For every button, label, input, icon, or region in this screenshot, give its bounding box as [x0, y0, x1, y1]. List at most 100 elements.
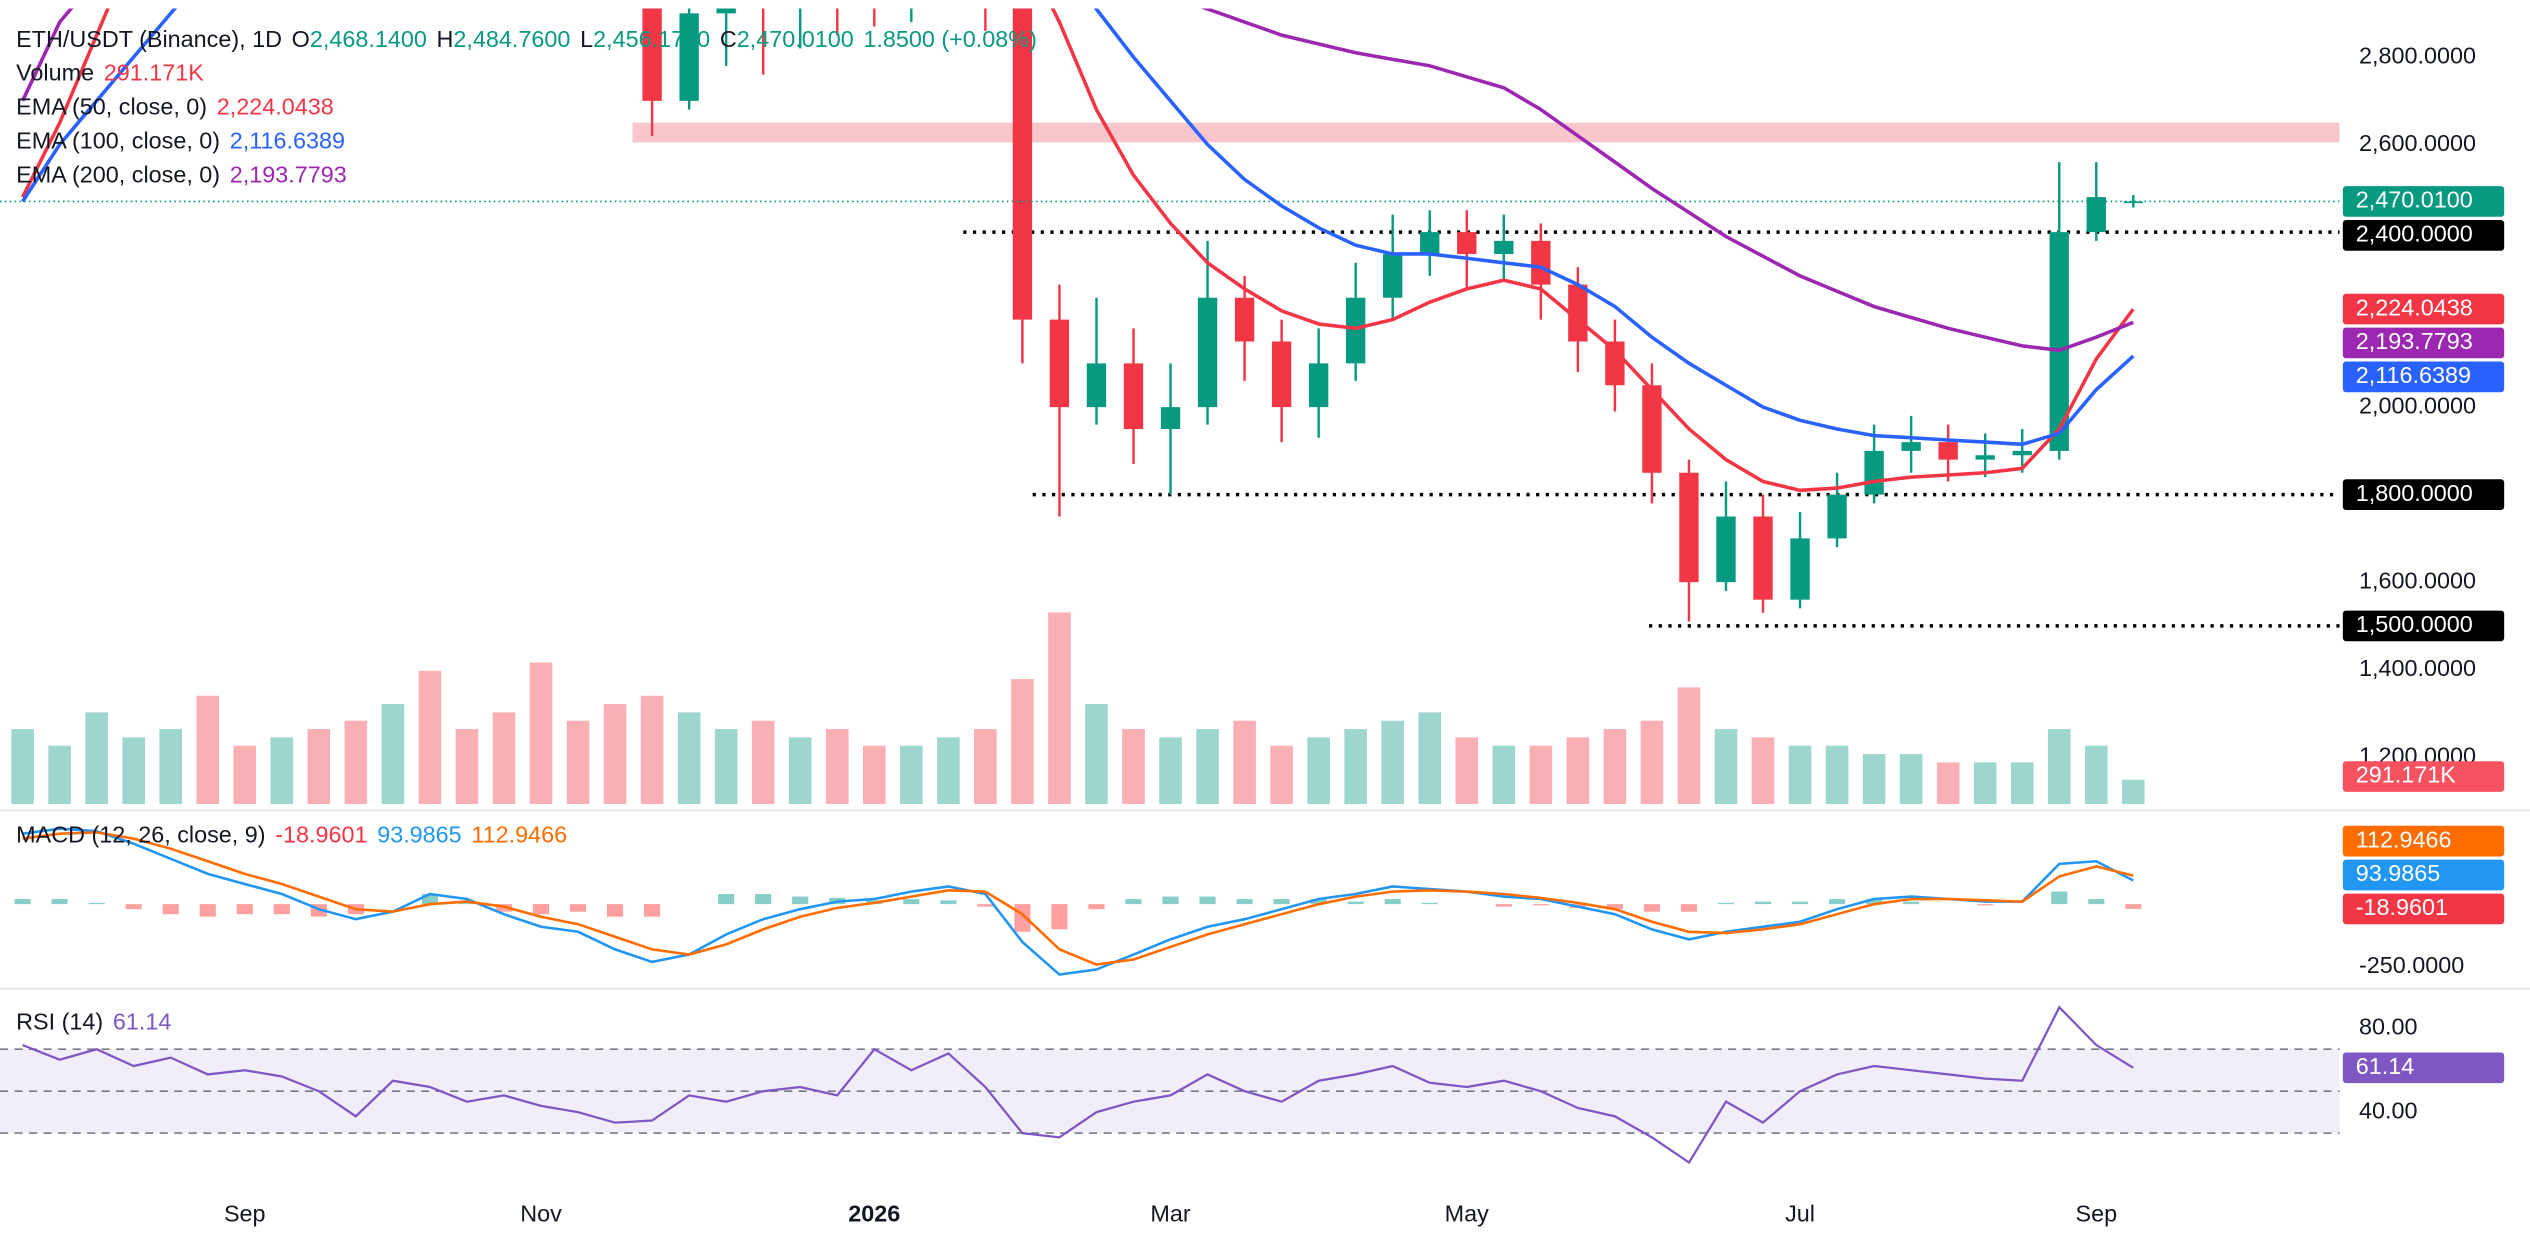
- volume-bar: [344, 720, 368, 804]
- x-tick-label: Mar: [1150, 1201, 1190, 1227]
- macd-histogram: [1162, 896, 1179, 905]
- candle-body: [1160, 407, 1181, 430]
- volume-bar: [640, 695, 664, 804]
- volume-bar: [1751, 737, 1775, 804]
- symbol: ETH/USDT (Binance), 1D: [16, 26, 282, 52]
- volume-bar: [2084, 745, 2108, 804]
- volume-bar: [196, 695, 220, 804]
- price-tag-label: 2,400.0000: [2356, 221, 2473, 247]
- candle-body: [1716, 516, 1736, 583]
- volume-bar: [492, 712, 516, 804]
- price-tag: [2342, 1052, 2505, 1084]
- candle-body: [716, 8, 736, 14]
- volume-bar: [2047, 729, 2071, 804]
- volume-bar: [2122, 779, 2145, 804]
- y-tick-label: 40.00: [2359, 1097, 2418, 1123]
- macd-histogram: [1125, 899, 1142, 905]
- macd-histogram: [1829, 899, 1846, 905]
- ohlc-value: 2,468.1400: [310, 26, 427, 52]
- candle-body: [1975, 455, 1995, 460]
- ema-line: [20, 8, 2134, 353]
- macd-histogram: [2088, 899, 2105, 905]
- macd-histogram: [718, 894, 735, 905]
- macd-histogram: [1236, 899, 1253, 905]
- macd-histogram: [162, 904, 179, 915]
- volume-bar: [1862, 754, 1886, 804]
- legend-value: 2,193.7793: [230, 161, 347, 187]
- volume-bar: [1603, 729, 1627, 804]
- candle-body: [1420, 232, 1440, 254]
- price-tag-label: 2,224.0438: [2356, 294, 2473, 320]
- macd-histogram: [88, 902, 105, 905]
- macd-histogram: [1384, 899, 1401, 905]
- candle-body: [1753, 516, 1773, 600]
- ohlc-key: L: [580, 26, 593, 52]
- x-tick-label: Jul: [1785, 1201, 1815, 1227]
- volume-bar: [1788, 745, 1812, 804]
- macd-histogram: [1866, 899, 1883, 905]
- volume-bar: [85, 712, 108, 804]
- volume-bar: [862, 745, 886, 804]
- macd-histogram: [125, 904, 142, 910]
- macd-histogram: [1273, 899, 1290, 905]
- volume-bar: [603, 704, 627, 804]
- candle-body: [1531, 240, 1551, 285]
- price-tag-label: -18.9601: [2356, 894, 2448, 920]
- macd-histogram: [51, 899, 68, 905]
- volume-bar: [1048, 612, 1071, 804]
- macd-histogram: [644, 904, 661, 917]
- legend-name: EMA (200, close, 0): [16, 161, 220, 187]
- volume-bar: [1270, 745, 1293, 804]
- volume-bar: [1529, 745, 1553, 804]
- macd-histogram: [1903, 901, 1920, 905]
- price-tag-label: 2,470.0100: [2356, 187, 2473, 213]
- x-tick-label: Nov: [520, 1201, 562, 1227]
- volume-bar: [529, 662, 553, 804]
- candle-body: [2012, 450, 2032, 456]
- macd-histogram: [1310, 899, 1327, 905]
- macd-histogram: [1643, 904, 1660, 912]
- macd-histogram: [792, 896, 809, 905]
- volume-bar: [825, 729, 849, 804]
- legend-entry: EMA (200, close, 0) 2,193.7793: [16, 161, 347, 187]
- candle-body: [1605, 341, 1625, 386]
- volume-bar: [1233, 720, 1256, 804]
- ohlc-value: 2,456.1700: [593, 26, 710, 52]
- volume-bar: [1973, 762, 1997, 804]
- volume-bar: [788, 737, 812, 804]
- y-tick-label: 2,600.0000: [2359, 130, 2476, 156]
- macd-histogram: [607, 904, 624, 917]
- candle-body: [1123, 363, 1144, 430]
- volume-bar: [1936, 762, 1960, 804]
- volume-bar: [1640, 720, 1664, 804]
- legend-value: 2,116.6389: [230, 128, 345, 154]
- volume-bar: [455, 729, 479, 804]
- price-tag: [2342, 293, 2505, 325]
- candle-body: [1790, 538, 1810, 600]
- macd-histogram: [1977, 904, 1994, 906]
- legend-value: -18.9601: [275, 821, 367, 847]
- candle-body: [1568, 284, 1588, 342]
- volume-bar: [1344, 729, 1367, 804]
- volume-bar: [2010, 762, 2034, 804]
- price-tag: [2342, 610, 2505, 642]
- ema-line: [21, 8, 2135, 447]
- volume-bar: [1492, 745, 1516, 804]
- macd-histogram: [532, 904, 550, 915]
- macd-histogram: [236, 904, 253, 915]
- macd-histogram: [1051, 904, 1068, 930]
- legend-value: 291.171K: [104, 60, 204, 86]
- candle-body: [1642, 385, 1662, 473]
- price-tag-label: 1,500.0000: [2356, 611, 2473, 637]
- candle-body: [1827, 494, 1847, 539]
- candle-body: [1234, 297, 1255, 342]
- candle-body: [1864, 450, 1884, 495]
- price-tag: [2342, 825, 2505, 857]
- candle-body: [1901, 442, 1921, 451]
- volume-bar: [751, 720, 775, 804]
- volume-bar: [1825, 745, 1849, 804]
- volume-legend: Volume 291.171K: [16, 60, 204, 86]
- legend-value: 2,224.0438: [217, 94, 334, 120]
- candle-body: [1308, 363, 1329, 408]
- candle-body: [2086, 197, 2106, 233]
